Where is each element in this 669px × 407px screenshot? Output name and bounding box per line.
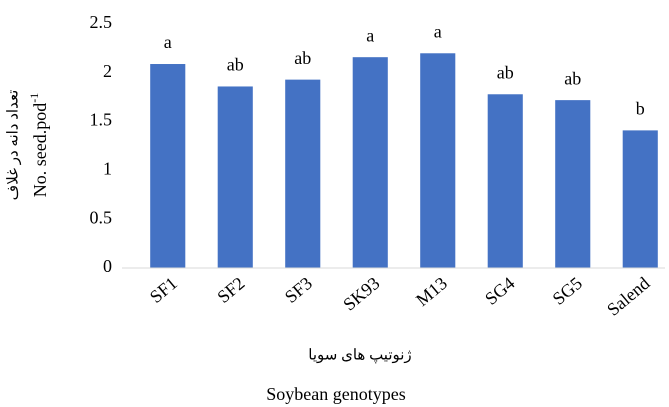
bar [285, 79, 321, 268]
significance-letter: a [366, 25, 374, 45]
significance-letter: ab [227, 55, 244, 75]
y-tick-label: 1.5 [90, 110, 113, 130]
y-tick-label: 1 [103, 159, 112, 179]
bar [217, 86, 253, 269]
y-tick-label: 0.5 [90, 207, 113, 227]
x-tick-label: SG5 [549, 273, 586, 309]
bar [555, 100, 591, 269]
x-tick-label: SF1 [146, 273, 181, 307]
bar [150, 64, 186, 269]
x-axis-label-fa: ژنوتیپ های سویا [308, 347, 411, 363]
y-axis-label-sup: -1 [27, 93, 41, 103]
bar [352, 57, 388, 269]
x-tick-label: SG4 [481, 273, 518, 309]
y-axis-label-main: No. seed.pod [30, 103, 50, 197]
bar [420, 53, 456, 268]
y-tick-label: 2 [103, 61, 112, 81]
x-tick-label: Salend [603, 273, 653, 320]
significance-letter: ab [564, 68, 581, 88]
significance-letter: ab [497, 62, 514, 82]
x-tick-label: SF3 [281, 273, 316, 307]
significance-letter: a [164, 32, 172, 52]
bar [622, 130, 658, 268]
x-tick-label: M13 [412, 273, 451, 310]
bar [487, 94, 523, 268]
significance-letter: a [434, 21, 442, 41]
x-tick-label: SK93 [339, 273, 383, 315]
y-axis-label-fa: تعداد دانه در غلاف [5, 90, 21, 201]
x-axis-label: Soybean genotypes [266, 384, 405, 404]
y-tick-label: 2.5 [90, 12, 113, 32]
significance-letter: b [636, 99, 645, 119]
y-axis-label: No. seed.pod-1 [27, 93, 50, 197]
significance-letter: ab [294, 48, 311, 68]
x-tick-label: SF2 [213, 273, 248, 307]
y-tick-label: 0 [103, 256, 112, 276]
